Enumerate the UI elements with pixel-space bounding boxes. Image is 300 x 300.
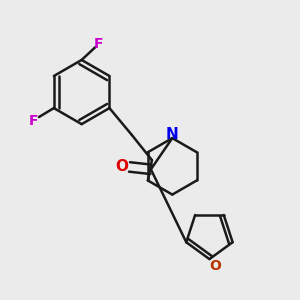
- Text: F: F: [94, 37, 104, 51]
- Text: N: N: [166, 127, 179, 142]
- Text: F: F: [29, 114, 38, 128]
- Text: O: O: [116, 158, 129, 173]
- Text: O: O: [209, 259, 221, 273]
